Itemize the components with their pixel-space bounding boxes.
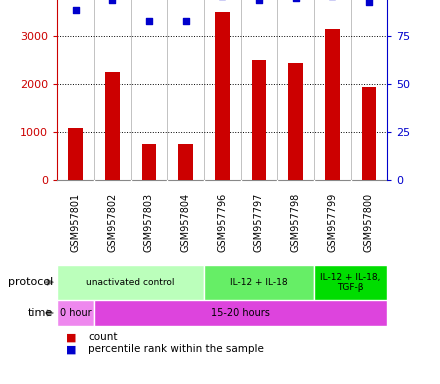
Text: GSM957803: GSM957803	[144, 193, 154, 252]
Bar	[57, 265, 204, 300]
Text: IL-12 + IL-18: IL-12 + IL-18	[230, 278, 288, 287]
Text: GSM957798: GSM957798	[290, 193, 301, 252]
Text: IL-12 + IL-18,
TGF-β: IL-12 + IL-18, TGF-β	[320, 273, 381, 292]
Bar	[57, 300, 94, 326]
Text: unactivated control: unactivated control	[86, 278, 175, 287]
Bar	[325, 29, 340, 180]
Text: GSM957804: GSM957804	[180, 193, 191, 252]
Text: GSM957797: GSM957797	[254, 193, 264, 252]
Text: GSM957801: GSM957801	[70, 193, 81, 252]
Point	[182, 18, 189, 24]
Bar	[314, 265, 387, 300]
Point	[255, 0, 262, 3]
Bar	[288, 63, 303, 180]
Point	[72, 7, 79, 13]
Text: percentile rank within the sample: percentile rank within the sample	[88, 344, 264, 354]
Text: GSM957796: GSM957796	[217, 193, 227, 252]
Text: GSM957800: GSM957800	[364, 193, 374, 252]
Text: protocol: protocol	[7, 277, 53, 287]
Point	[109, 0, 116, 3]
Text: 0 hour: 0 hour	[60, 308, 92, 318]
Text: time: time	[28, 308, 53, 318]
Text: GSM957802: GSM957802	[107, 193, 117, 252]
Bar	[94, 300, 387, 326]
Text: 15-20 hours: 15-20 hours	[211, 308, 270, 318]
Bar	[142, 144, 156, 180]
Text: ■: ■	[66, 332, 77, 342]
Text: count: count	[88, 332, 117, 342]
Point	[292, 0, 299, 1]
Bar	[178, 144, 193, 180]
Bar	[105, 73, 120, 180]
Text: ■: ■	[66, 344, 77, 354]
Bar	[215, 13, 230, 180]
Text: GSM957799: GSM957799	[327, 193, 337, 252]
Point	[145, 18, 152, 24]
Bar	[362, 87, 376, 180]
Bar	[252, 61, 266, 180]
Point	[365, 0, 372, 5]
Bar	[204, 265, 314, 300]
Bar	[68, 127, 83, 180]
